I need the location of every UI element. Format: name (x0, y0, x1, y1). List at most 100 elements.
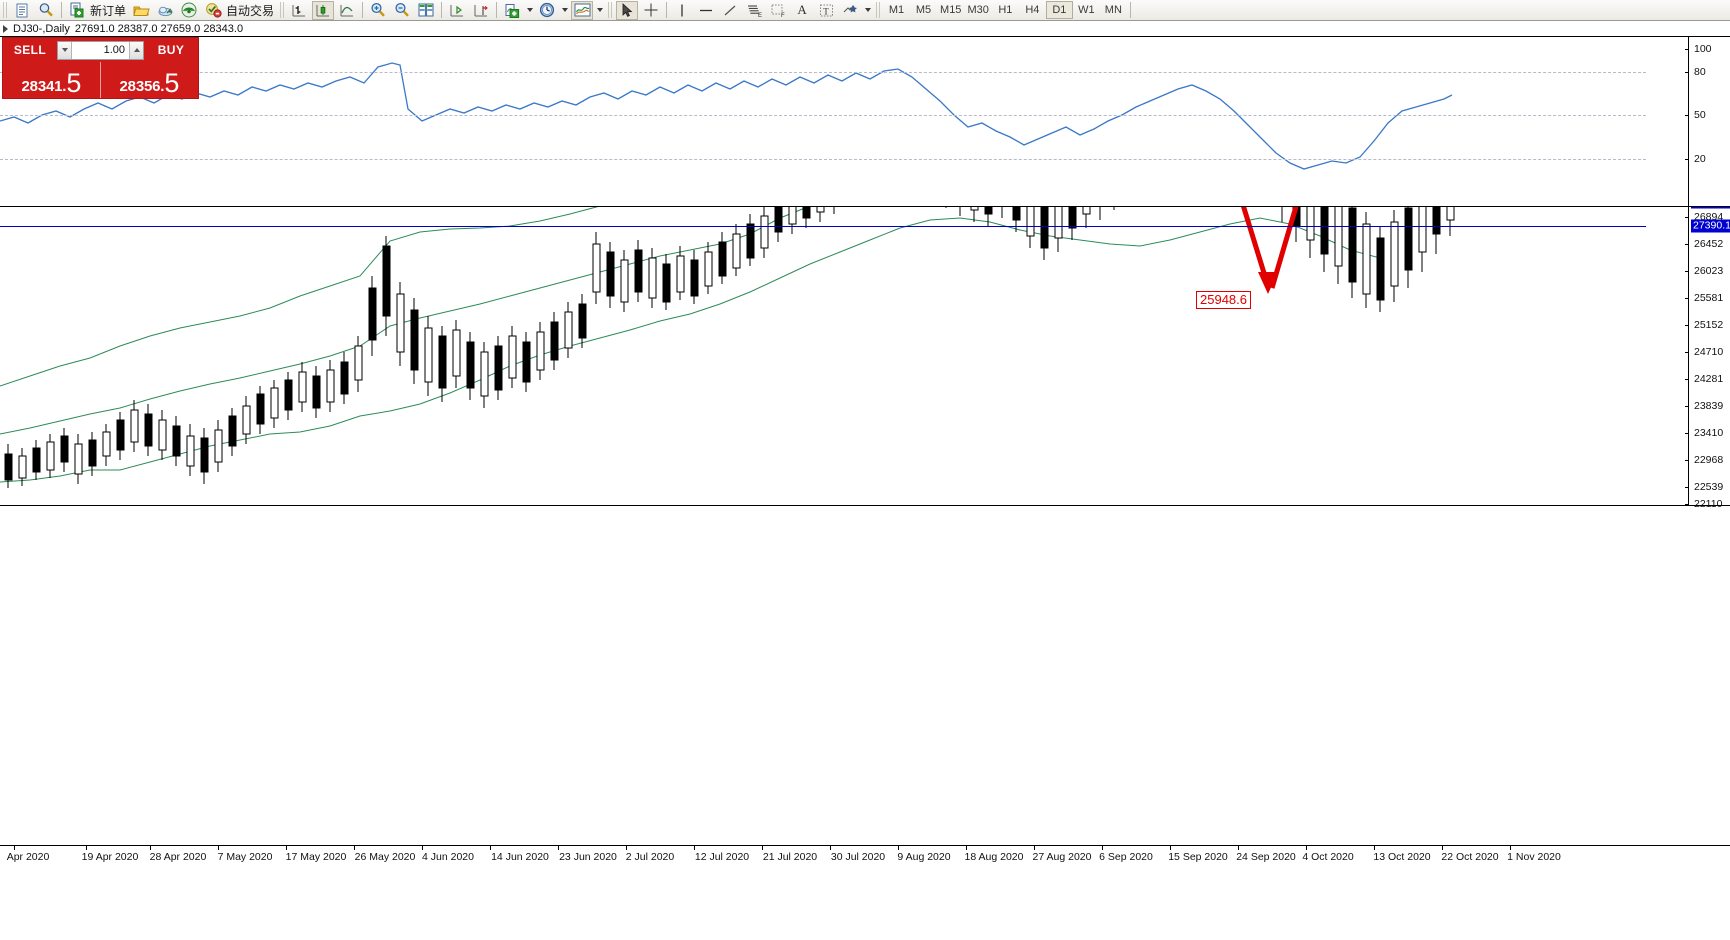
rsi-plot[interactable] (0, 37, 1688, 206)
buy-button[interactable]: 28356 . 5 (100, 62, 198, 98)
folder-icon[interactable] (130, 1, 152, 20)
tile-windows-icon[interactable] (415, 1, 437, 20)
autotrade-label[interactable]: 自动交易 (226, 3, 275, 18)
buy-price-dot: . (160, 78, 165, 95)
volume-input[interactable]: 1.00 (57, 40, 144, 60)
rsi-tick-1: 80 (1694, 66, 1706, 78)
buy-label: BUY (157, 43, 185, 57)
magnifier-icon[interactable] (35, 1, 57, 20)
candlestick-icon[interactable] (312, 0, 335, 20)
toolbar-separator (61, 2, 62, 18)
date-tick-21: 22 Oct 2020 (1441, 851, 1499, 863)
autotrade-icon[interactable] (202, 1, 224, 20)
price-tick-9: 25581 (1694, 292, 1724, 304)
sell-price-integer: 28341 (21, 78, 63, 95)
date-tick-16: 6 Sep 2020 (1099, 851, 1153, 863)
rsi-chart-svg (0, 62, 1453, 170)
toolbar-grip-2[interactable] (280, 2, 285, 18)
sell-label: SELL (13, 43, 47, 57)
text-icon[interactable]: A (797, 2, 807, 17)
rsi-grid-50 (0, 115, 1646, 116)
date-tick-6: 4 Jun 2020 (422, 851, 474, 863)
horizontal-line-icon[interactable] (695, 1, 717, 20)
date-tick-7: 14 Jun 2020 (491, 851, 549, 863)
price-tick-8: 26023 (1694, 265, 1724, 277)
date-tick-20: 13 Oct 2020 (1373, 851, 1431, 863)
toolbar-separator-5 (666, 2, 668, 18)
date-tick-1: 19 Apr 2020 (81, 851, 139, 863)
date-tick-22: 1 Nov 2020 (1507, 851, 1561, 863)
cursor-icon[interactable] (616, 0, 639, 20)
quick-trade-panel[interactable]: SELL 1.00 BUY 28341 . 5 28356 . 5 (2, 37, 199, 99)
document-icon[interactable] (11, 1, 33, 20)
date-tick-11: 21 Jul 2020 (762, 851, 818, 863)
price-tick-17: 22110 (1694, 498, 1723, 510)
date-axis[interactable]: Apr 2020 19 Apr 2020 28 Apr 2020 7 May 2… (0, 845, 1730, 869)
shapes-icon[interactable]: F (767, 1, 789, 20)
timeframe-mn[interactable]: MN (1104, 4, 1122, 16)
price-tick-14: 23410 (1694, 427, 1724, 439)
new-order-label[interactable]: 新订单 (90, 3, 127, 18)
rsi-pane[interactable]: RSI(14) 59.2948 100 80 50 20 (0, 36, 1730, 207)
toolbar-grip[interactable] (3, 2, 7, 18)
timeframe-m15[interactable]: M15 (940, 4, 962, 16)
zoom-in-icon[interactable] (367, 1, 389, 20)
vertical-line-icon[interactable] (671, 1, 693, 20)
price-tick-7: 26452 (1694, 238, 1724, 250)
templates-dropdown-icon[interactable] (594, 1, 605, 20)
price-tag-27390: 27390.1 (1691, 219, 1730, 233)
timeframe-m1[interactable]: M1 (888, 4, 905, 16)
label-icon[interactable]: T (815, 1, 837, 20)
add-indicator-icon[interactable] (501, 1, 523, 20)
volume-value[interactable]: 1.00 (103, 44, 125, 56)
sell-button[interactable]: 28341 . 5 (3, 62, 100, 98)
toolbar-grip-3[interactable] (608, 2, 613, 18)
crosshair-icon[interactable] (640, 1, 662, 20)
sell-price-dot: . (62, 78, 67, 95)
objects-dropdown-icon[interactable] (862, 1, 873, 20)
date-tick-10: 12 Jul 2020 (694, 851, 750, 863)
date-tick-4: 17 May 2020 (285, 851, 347, 863)
date-tick-2: 28 Apr 2020 (149, 851, 207, 863)
volume-decrement-button[interactable] (58, 41, 72, 59)
date-tick-14: 18 Aug 2020 (964, 851, 1024, 863)
symbol-name: DJ30-,Daily (13, 23, 70, 35)
zoom-out-icon[interactable] (391, 1, 413, 20)
period-clock-icon[interactable] (536, 1, 558, 20)
symbol-info-bar: DJ30-,Daily 27691.0 28387.0 27659.0 2834… (0, 22, 1730, 36)
level-line-27390[interactable] (0, 226, 1646, 227)
rsi-grid-80 (0, 72, 1646, 73)
add-indicator-dropdown-icon[interactable] (524, 1, 535, 20)
date-tick-0: Apr 2020 (6, 851, 50, 863)
timeframe-m5[interactable]: M5 (915, 4, 932, 16)
date-tick-17: 15 Sep 2020 (1168, 851, 1228, 863)
timeframe-h1[interactable]: H1 (998, 4, 1013, 16)
svg-text:T: T (823, 6, 829, 16)
line-chart-icon[interactable] (336, 1, 358, 20)
cloud-icon[interactable] (154, 1, 176, 20)
templates-icon[interactable] (571, 0, 594, 20)
new-order-icon[interactable] (66, 1, 88, 20)
bar-chart-icon[interactable] (288, 1, 310, 20)
volume-increment-button[interactable] (129, 41, 143, 59)
toolbar-separator-3 (441, 2, 443, 18)
collapse-icon[interactable] (3, 25, 8, 33)
period-dropdown-icon[interactable] (559, 1, 570, 20)
fibonacci-icon[interactable]: E (743, 1, 765, 20)
timeframe-h4[interactable]: H4 (1025, 4, 1040, 16)
toolbar-grip-4[interactable] (876, 2, 881, 18)
trendline-icon[interactable] (719, 1, 741, 20)
annotation-low[interactable]: 25948.6 (1196, 291, 1251, 309)
timeframe-m30[interactable]: M30 (967, 4, 989, 16)
chart-shift-icon[interactable] (446, 1, 468, 20)
date-tick-3: 7 May 2020 (217, 851, 273, 863)
signal-icon[interactable] (178, 1, 200, 20)
timeframe-d1[interactable]: D1 (1045, 1, 1073, 19)
toolbar-separator-2 (362, 2, 364, 18)
trade-panel-top-row: SELL 1.00 BUY (3, 38, 198, 62)
objects-icon[interactable] (839, 1, 861, 20)
chart-container[interactable]: 29119.7 28825.2 28101.1 25948.6 多空转折点 29… (0, 36, 1730, 940)
date-tick-8: 23 Jun 2020 (559, 851, 617, 863)
timeframe-w1[interactable]: W1 (1078, 4, 1095, 16)
auto-scroll-icon[interactable] (470, 1, 492, 20)
